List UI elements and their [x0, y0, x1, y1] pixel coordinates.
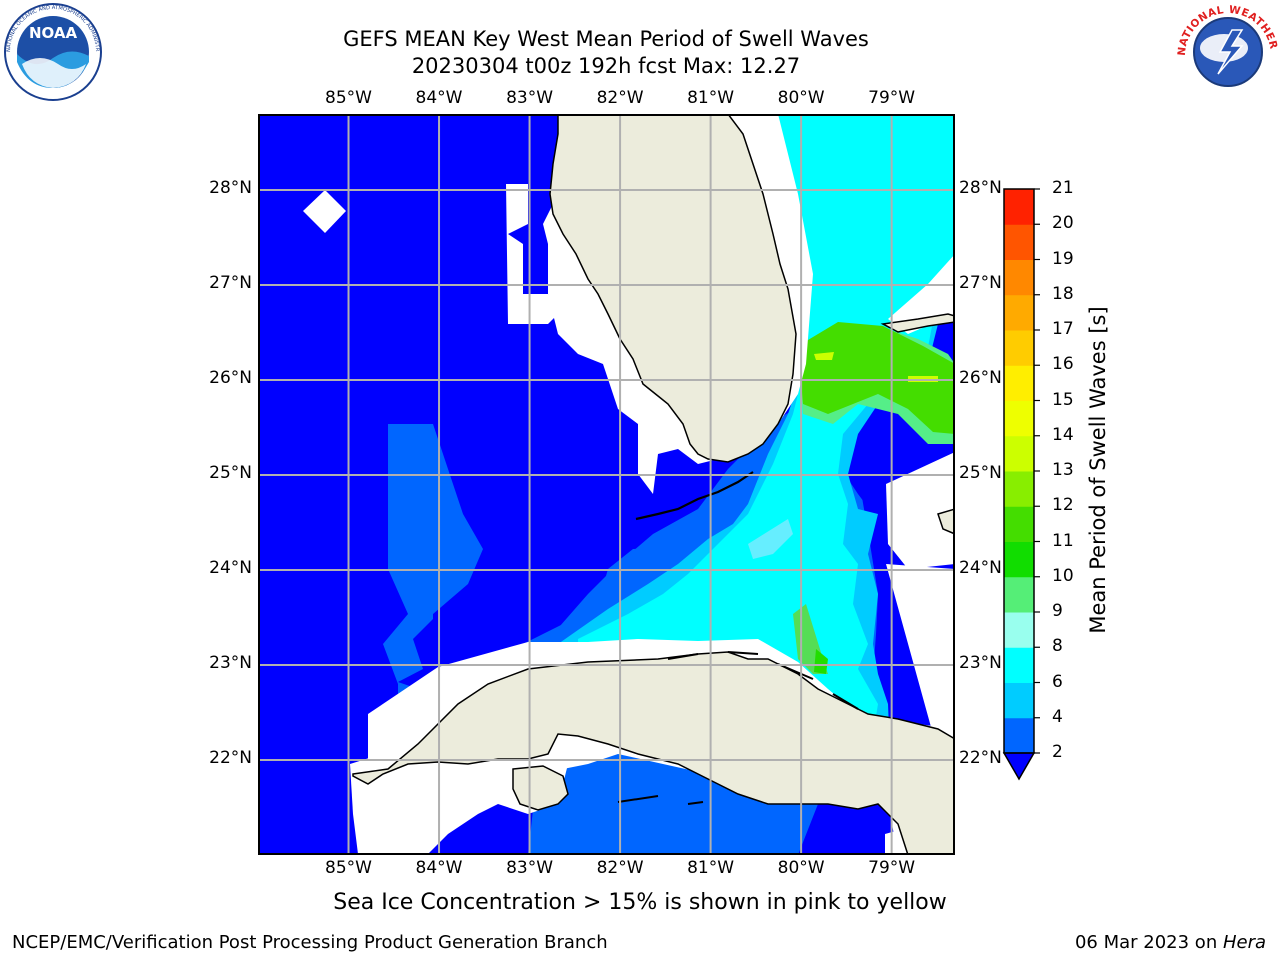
- longitude-label: 84°W: [415, 858, 463, 878]
- colorbar-segment: [1004, 647, 1034, 683]
- land-grand-bahama: [880, 313, 955, 333]
- nodata-gulf-diamond: [303, 190, 346, 233]
- latitude-label: 22°N: [959, 748, 1002, 768]
- latitude-label: 22°N: [209, 748, 252, 768]
- longitude-label: 79°W: [868, 88, 916, 108]
- longitude-label: 83°W: [506, 88, 554, 108]
- swell-band-green-cuba-core: [814, 649, 828, 674]
- colorbar-segment: [1004, 717, 1034, 754]
- longitude-label: 81°W: [687, 858, 735, 878]
- colorbar-segment: [1004, 365, 1034, 401]
- footer-date: 06 Mar 2023 on Hera: [1074, 932, 1266, 953]
- colorbar-tick-label: 17: [1052, 319, 1074, 339]
- colorbar-segment: [1004, 576, 1034, 613]
- swell-band-6-8: [578, 114, 955, 774]
- noaa-logo: NOAA NATIONAL OCEANIC AND ATMOSPHERIC AD…: [0, 2, 102, 101]
- colorbar-tick-label: 18: [1052, 283, 1074, 304]
- longitude-label: 81°W: [687, 88, 735, 108]
- colorbar-segment: [1004, 330, 1034, 366]
- footer-host: Hera: [1222, 932, 1266, 953]
- colorbar-tick-label: 20: [1052, 213, 1074, 234]
- colorbar-segment: [1004, 189, 1034, 225]
- colorbar-segment: [1004, 682, 1034, 719]
- colorbar-extend-triangle: [1002, 752, 1036, 781]
- colorbar-tick-label: 13: [1052, 460, 1074, 480]
- latitude-label: 27°N: [209, 273, 252, 293]
- colorbar-segment: [1004, 224, 1034, 260]
- land-florida: [549, 114, 797, 463]
- colorbar-tick-label: 14: [1052, 424, 1074, 445]
- land-andros: [937, 508, 955, 535]
- colorbar-segment: [1004, 541, 1034, 578]
- longitude-label: 85°W: [325, 858, 372, 878]
- map-title: GEFS MEAN Key West Mean Period of Swell …: [343, 27, 869, 51]
- colorbar-segment: [1004, 294, 1034, 331]
- colorbar-tick-label: 19: [1052, 248, 1074, 269]
- longitude-label: 83°W: [506, 858, 554, 878]
- colorbar-segment: [1004, 400, 1034, 437]
- colorbar-tick-label: 8: [1052, 636, 1063, 657]
- latitude-label: 28°N: [959, 178, 1002, 198]
- nodata-bahamas-ne: [888, 254, 955, 334]
- colorbar-segment: [1004, 435, 1034, 472]
- swell-band-light-patch: [748, 519, 793, 559]
- colorbar-tick-label: 11: [1052, 530, 1074, 551]
- latitude-label: 27°N: [959, 273, 1002, 293]
- latitude-label: 26°N: [209, 368, 252, 388]
- colorbar-segment: [1004, 506, 1034, 542]
- map-gridlines: [258, 114, 955, 855]
- longitude-label: 80°W: [777, 88, 825, 108]
- colorbar-segment: [1004, 612, 1034, 648]
- latitude-label: 25°N: [209, 463, 252, 483]
- colorbar-segment: [1004, 259, 1034, 296]
- colorbar-tick-label: 2: [1052, 742, 1063, 762]
- noaa-logo-text: NOAA: [29, 24, 78, 42]
- swell-band-10-11: [798, 322, 955, 434]
- colorbar-tick-label: 15: [1052, 389, 1074, 410]
- longitude-label: 80°W: [777, 858, 825, 878]
- latitude-label: 28°N: [209, 178, 252, 198]
- map-subtitle: 20230304 t00z 192h fcst Max: 12.27: [411, 54, 801, 78]
- land-cuba-keys: [617, 651, 859, 805]
- sea-ice-note: Sea Ice Concentration > 15% is shown in …: [333, 890, 947, 915]
- footer-branch: NCEP/EMC/Verification Post Processing Pr…: [12, 932, 608, 953]
- latitude-label: 26°N: [959, 368, 1002, 388]
- longitude-label: 85°W: [325, 88, 372, 108]
- longitude-label: 84°W: [415, 88, 463, 108]
- latitude-label: 23°N: [959, 653, 1002, 673]
- colorbar-segment: [1004, 471, 1034, 507]
- colorbar: [1002, 188, 1040, 781]
- latitude-label: 24°N: [209, 558, 252, 578]
- land-isla-juventud: [512, 765, 569, 811]
- colorbar-tick-label: 16: [1052, 354, 1074, 375]
- nodata-bahamas-east: [886, 452, 955, 569]
- colorbar-label: Mean Period of Swell Waves [s]: [1086, 306, 1110, 634]
- colorbar-tick-label: 12: [1052, 495, 1074, 516]
- longitude-label: 82°W: [596, 858, 644, 878]
- latitude-label: 24°N: [959, 558, 1002, 578]
- longitude-label: 79°W: [868, 858, 916, 878]
- nodata-east-corner: [885, 564, 955, 855]
- nodata-tampa-box: [506, 184, 558, 324]
- map-plot: [258, 114, 955, 855]
- colorbar-tick-label: 9: [1052, 601, 1063, 621]
- latitude-label: 25°N: [959, 463, 1002, 483]
- latitude-label: 23°N: [209, 653, 252, 673]
- nws-logo: NATIONAL WEATHER SERVICE: [1176, 2, 1279, 99]
- land-florida-keys: [635, 471, 754, 521]
- longitude-label: 82°W: [596, 88, 644, 108]
- colorbar-tick-label: 10: [1052, 565, 1074, 586]
- colorbar-tick-label: 21: [1052, 178, 1074, 198]
- colorbar-tick-label: 6: [1052, 671, 1063, 692]
- colorbar-tick-label: 4: [1052, 706, 1063, 727]
